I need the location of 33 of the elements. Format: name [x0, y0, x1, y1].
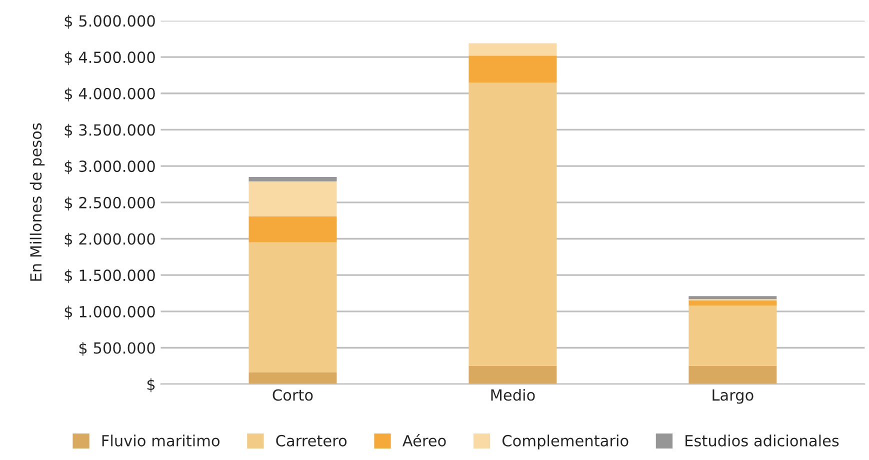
y-tick-label: $ 3.500.000 [64, 124, 155, 138]
y-axis-title: En Millones de pesos [30, 123, 45, 281]
y-tick-label: $ 3.000.000 [64, 160, 155, 174]
bar [688, 300, 777, 306]
bar [248, 216, 337, 242]
y-tick-label: $ 2.500.000 [64, 196, 155, 210]
y-tick-label: $ 2.000.000 [64, 232, 155, 247]
legend-label: Estudios adicionales [686, 434, 839, 446]
bar [248, 176, 337, 182]
y-tick-label: $ 1.000.000 [64, 306, 155, 320]
y-tick-label: $ 4.500.000 [64, 51, 155, 66]
x-tick-label: Medio [491, 388, 535, 401]
bar [468, 43, 557, 56]
legend-label: Fluvio maritimo [102, 434, 220, 446]
y-tick-label: $ [147, 378, 155, 392]
bar [468, 366, 557, 384]
y-tick-label: $ 500.000 [79, 342, 155, 356]
bar [248, 181, 337, 216]
legend-label: Aéreo [402, 434, 446, 446]
bar [468, 56, 557, 82]
bar [688, 296, 777, 300]
bar [248, 242, 337, 372]
y-tick-label: $ 1.500.000 [64, 269, 155, 284]
legend-label: Carretero [276, 434, 347, 446]
y-tick-label: $ 4.000.000 [64, 88, 155, 102]
bar [688, 306, 777, 366]
bar [248, 372, 337, 384]
y-tick-label: $ 5.000.000 [64, 14, 155, 29]
bar [468, 82, 557, 366]
x-tick-label: Corto [272, 389, 313, 401]
bar [688, 366, 777, 384]
legend-label: Complementario [502, 434, 628, 450]
x-tick-label: Largo [712, 389, 754, 404]
